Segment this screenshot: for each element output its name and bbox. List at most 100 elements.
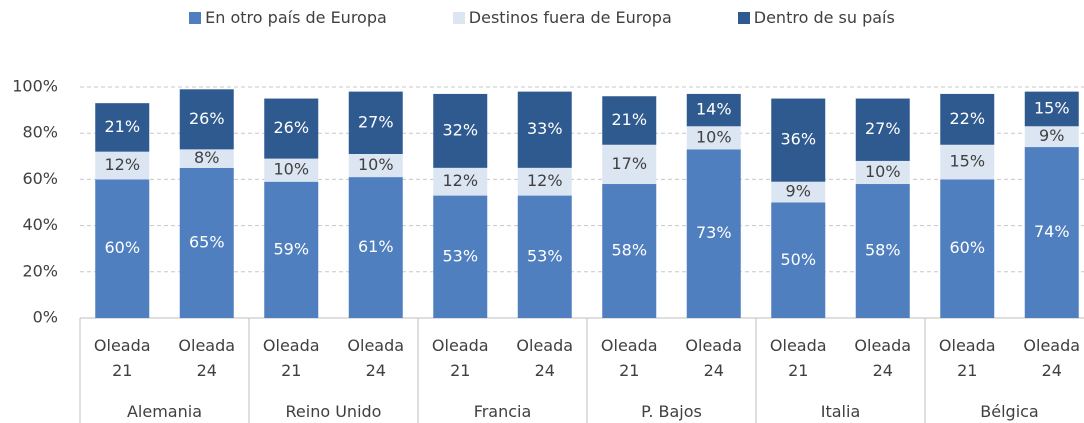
group-label: P. Bajos — [641, 402, 702, 421]
value-label: 8% — [194, 148, 219, 167]
x-tick-label: Oleada 24 — [516, 336, 574, 380]
bar-segment — [95, 103, 150, 152]
value-label: 9% — [786, 182, 811, 201]
x-tick-label: Oleada 24 — [178, 336, 236, 380]
group-label: Bélgica — [980, 402, 1039, 421]
legend-item: En otro país de Europa — [189, 8, 387, 27]
value-label: 36% — [780, 130, 816, 149]
value-label: 58% — [611, 241, 647, 260]
bar-segment — [517, 167, 572, 196]
group-label: Francia — [473, 402, 532, 421]
value-label: 50% — [780, 250, 816, 269]
x-tick-label: Oleada 24 — [1023, 336, 1081, 380]
bar-segment — [771, 202, 826, 318]
bar-segment — [264, 181, 319, 318]
value-label: 53% — [442, 246, 478, 265]
legend-swatch — [452, 11, 465, 24]
legend: En otro país de Europa Destinos fuera de … — [0, 8, 1084, 27]
value-label: 21% — [611, 110, 647, 129]
y-tick-label: 80% — [22, 123, 58, 142]
value-label: 32% — [442, 120, 478, 139]
x-tick-label: Oleada 21 — [600, 336, 658, 380]
value-label: 14% — [696, 100, 732, 119]
value-label: 27% — [865, 119, 901, 138]
bar-segment — [348, 153, 403, 178]
bar-segment — [348, 91, 403, 154]
bar-segment — [940, 93, 995, 145]
value-label: 15% — [1034, 98, 1070, 117]
value-label: 60% — [104, 238, 140, 257]
value-label: 9% — [1039, 126, 1064, 145]
value-label: 10% — [358, 155, 394, 174]
value-label: 26% — [189, 109, 225, 128]
bar-segment — [179, 149, 234, 168]
legend-item: Dentro de su país — [737, 8, 895, 27]
value-label: 26% — [273, 118, 309, 137]
value-label: 61% — [358, 237, 394, 256]
bar-segment — [179, 167, 234, 318]
x-tick-label: Oleada 21 — [938, 336, 996, 380]
bar-segment — [686, 93, 741, 127]
value-label: 15% — [949, 152, 985, 171]
value-label: 73% — [696, 223, 732, 242]
legend-swatch — [189, 11, 202, 24]
x-tick-label: Oleada 24 — [685, 336, 743, 380]
value-label: 22% — [949, 109, 985, 128]
y-tick-label: 60% — [22, 169, 58, 188]
y-tick-label: 0% — [33, 308, 58, 327]
y-tick-label: 40% — [22, 215, 58, 234]
value-label: 53% — [527, 246, 563, 265]
bar-segment — [602, 184, 657, 318]
value-label: 10% — [273, 160, 309, 179]
value-label: 74% — [1034, 222, 1070, 241]
value-label: 33% — [527, 119, 563, 138]
group-label: Alemania — [126, 402, 202, 421]
value-label: 12% — [104, 155, 140, 174]
bar-segment — [602, 144, 657, 185]
x-tick-label: Oleada 21 — [262, 336, 320, 380]
bar-segment — [517, 195, 572, 318]
bar-segment — [95, 179, 150, 318]
bar-segment — [940, 179, 995, 318]
bar-segment — [1024, 147, 1079, 318]
legend-label: Dentro de su país — [753, 8, 895, 27]
bar-segment — [95, 151, 150, 180]
x-tick-label: Oleada 21 — [431, 336, 489, 380]
value-label: 17% — [611, 154, 647, 173]
x-tick-label: Oleada 24 — [854, 336, 912, 380]
bar-segment — [686, 126, 741, 150]
value-label: 12% — [527, 171, 563, 190]
bar-segment — [771, 98, 826, 182]
y-tick-label: 100% — [12, 77, 58, 96]
bar-segment — [940, 144, 995, 180]
value-label: 59% — [273, 239, 309, 258]
legend-swatch — [737, 11, 750, 24]
y-tick-label: 20% — [22, 261, 58, 280]
group-label: Italia — [820, 402, 861, 421]
bar-segment — [1024, 126, 1079, 148]
bar-segment — [179, 89, 234, 150]
legend-label: Destinos fuera de Europa — [468, 8, 672, 27]
legend-label: En otro país de Europa — [205, 8, 387, 27]
bar-segment — [348, 177, 403, 318]
value-label: 27% — [358, 112, 394, 131]
bar-segment — [517, 91, 572, 168]
x-tick-label: Oleada 24 — [347, 336, 405, 380]
value-label: 12% — [442, 171, 478, 190]
bar-segment — [433, 93, 488, 168]
value-label: 58% — [865, 241, 901, 260]
value-label: 10% — [696, 127, 732, 146]
bar-segment — [433, 195, 488, 318]
value-label: 10% — [865, 162, 901, 181]
bar-segment — [1024, 91, 1079, 127]
x-tick-label: Oleada 21 — [93, 336, 151, 380]
value-label: 21% — [104, 117, 140, 136]
bar-segment — [855, 160, 910, 185]
bar-segment — [771, 181, 826, 203]
bar-segment — [686, 149, 741, 318]
group-label: Reino Unido — [285, 402, 382, 421]
bar-segment — [855, 98, 910, 161]
x-tick-label: Oleada 21 — [769, 336, 827, 380]
